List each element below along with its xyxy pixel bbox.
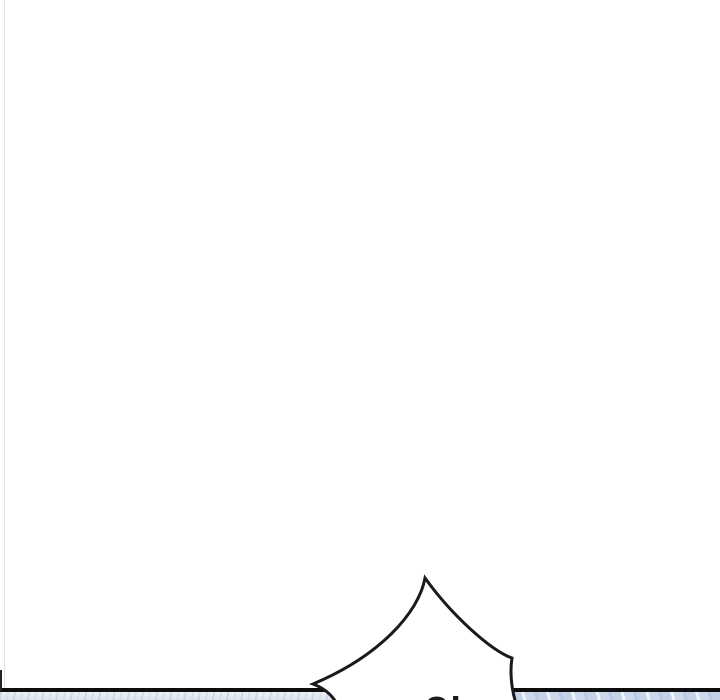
page-edge-line <box>4 0 5 688</box>
left-edge-panel-tick <box>0 670 2 691</box>
next-panel-sky-strip-left <box>0 692 340 700</box>
speech-bubble-outline <box>308 574 517 700</box>
next-panel-sky-strip-right <box>340 692 720 700</box>
speech-bubble-text: Oh <box>424 692 473 700</box>
